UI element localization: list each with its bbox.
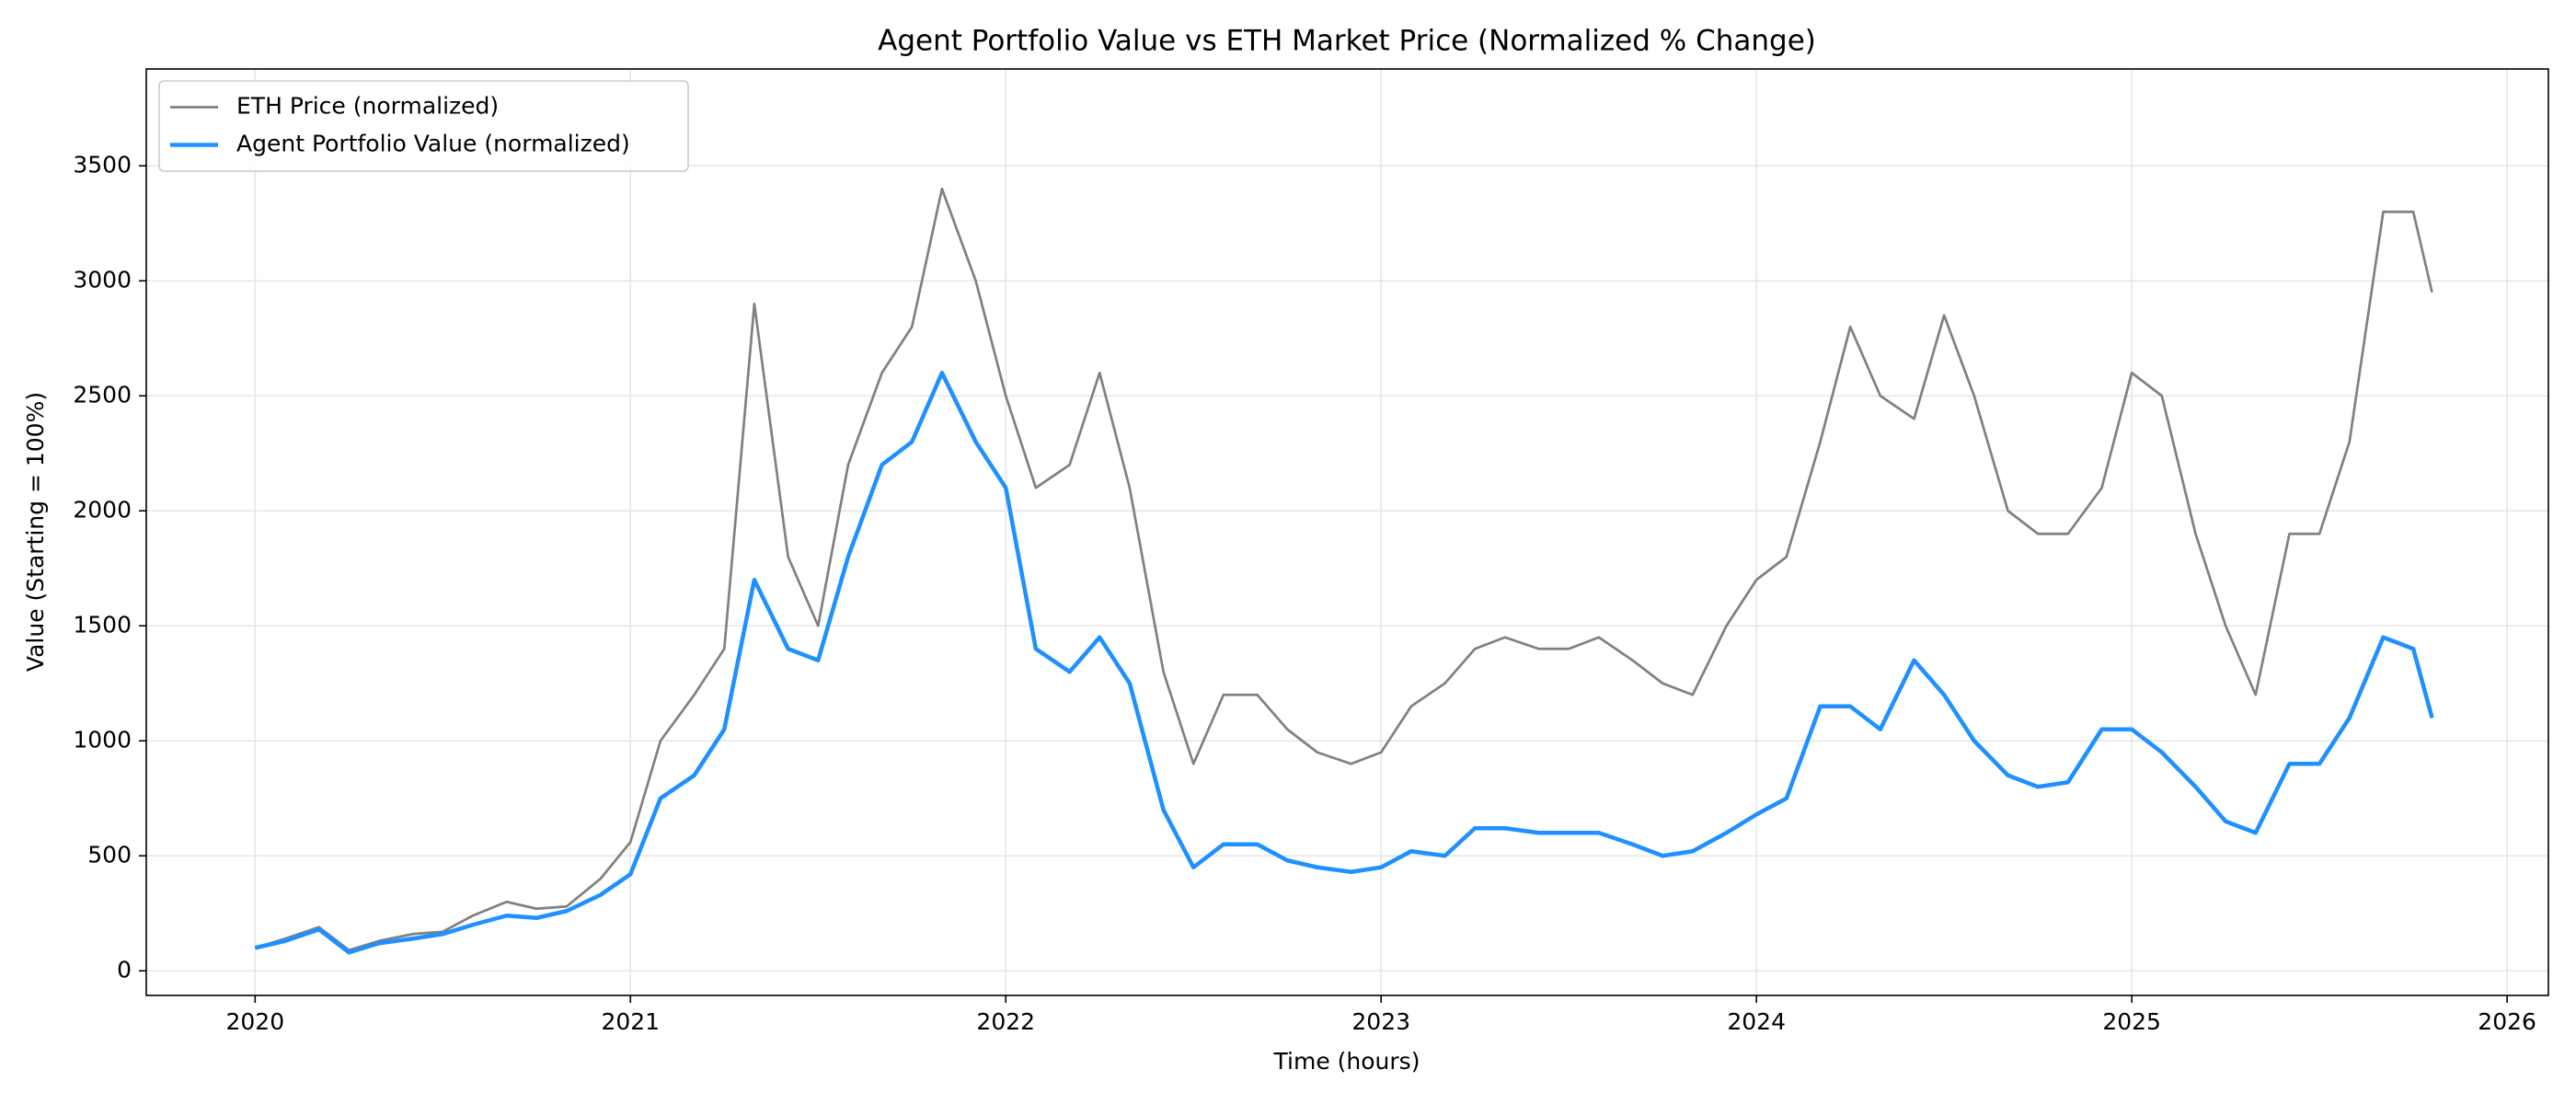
y-tick-label: 2500: [73, 381, 132, 408]
x-tick-label: 2021: [601, 1008, 660, 1035]
y-tick-label: 2000: [73, 496, 132, 523]
plot-frame: [145, 68, 2549, 996]
x-tick-label: 2026: [2478, 1008, 2536, 1035]
x-tick-label: 2025: [2102, 1008, 2161, 1035]
data-line: [254, 371, 2434, 955]
legend-box: [158, 80, 689, 172]
y-tick-label: 3000: [73, 266, 132, 293]
y-tick-label: 0: [117, 956, 132, 983]
y-tick-label: 500: [87, 841, 132, 868]
x-tick-label: 2024: [1727, 1008, 1786, 1035]
y-axis-label: Value (Starting = 100%): [22, 392, 49, 672]
x-tick-label: 2022: [976, 1008, 1035, 1035]
x-axis-label: Time (hours): [1273, 1048, 1420, 1075]
legend: ETH Price (normalized) Agent Portfolio Va…: [158, 80, 689, 172]
y-tick-label: 1000: [73, 726, 132, 753]
legend-label: ETH Price (normalized): [236, 93, 499, 120]
legend-label: Agent Portfolio Value (normalized): [236, 131, 630, 157]
x-tick-label: 2020: [225, 1008, 284, 1035]
chart-title: Agent Portfolio Value vs ETH Market Pric…: [878, 25, 1816, 58]
y-tick-label: 1500: [73, 611, 132, 638]
y-tick-label: 3500: [73, 151, 132, 178]
x-tick-label: 2023: [1351, 1008, 1410, 1035]
data-line: [254, 187, 2433, 952]
